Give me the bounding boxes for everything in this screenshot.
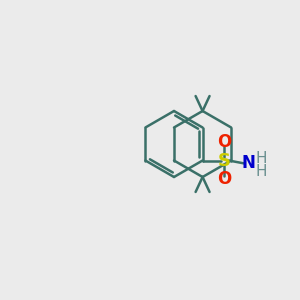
Text: O: O [217,170,231,188]
Text: S: S [218,152,231,169]
Text: H: H [255,164,266,179]
Text: N: N [241,154,255,172]
Text: H: H [255,151,266,166]
Text: O: O [217,133,231,151]
